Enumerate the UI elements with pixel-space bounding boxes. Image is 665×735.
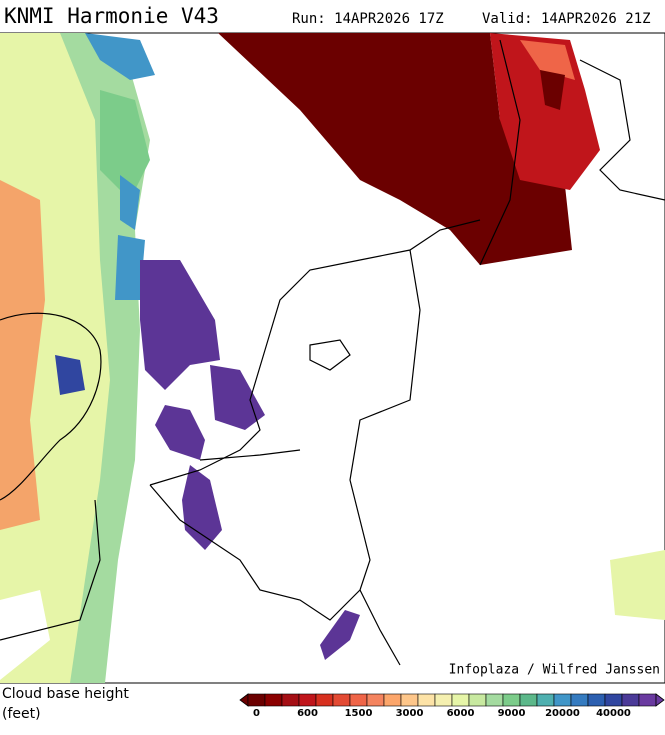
colorbar-label: 600 [297, 708, 318, 719]
cloud-area [610, 550, 665, 620]
legend-title: Cloud base height [2, 686, 129, 702]
colorbar-label: 9000 [498, 708, 526, 719]
coastline [0, 499, 101, 641]
colorbar-swatch [349, 693, 368, 707]
colorbar-swatch [536, 693, 555, 707]
colorbar-label: 0 [253, 708, 260, 719]
colorbar-swatch [638, 693, 657, 707]
colorbar-swatch [451, 693, 470, 707]
colorbar-swatch [468, 693, 487, 707]
title: KNMI Harmonie V43 [4, 4, 219, 28]
valid-time: Valid: 14APR2026 21Z [482, 11, 651, 27]
colorbar-label: 20000 [545, 708, 580, 719]
colorbar-swatch [383, 693, 402, 707]
colorbar-swatch [570, 693, 589, 707]
cloud-area [210, 365, 265, 430]
colorbar-swatch [400, 693, 419, 707]
coastline [149, 219, 481, 486]
colorbar-swatch [247, 693, 266, 707]
cloud-area [85, 33, 155, 80]
cloud-area [520, 40, 575, 80]
coastline [579, 59, 665, 201]
cloud-area [100, 90, 150, 200]
border [349, 249, 421, 591]
coastline [0, 312, 102, 501]
colorbar-swatch [332, 693, 351, 707]
colorbar-swatch [417, 693, 436, 707]
cloud-area [0, 180, 45, 530]
colorbar-swatch [298, 693, 317, 707]
cloud-area [55, 355, 85, 395]
colorbar-label: 6000 [447, 708, 475, 719]
cloud-area [320, 610, 360, 660]
colorbar-label: 3000 [396, 708, 424, 719]
colorbar-label: 1500 [345, 708, 373, 719]
coastline [199, 449, 301, 461]
colorbar-swatch [621, 693, 640, 707]
colorbar-swatch [315, 693, 334, 707]
legend-unit: (feet) [2, 706, 41, 722]
cloud-area [120, 175, 140, 230]
cloud-area [182, 465, 222, 550]
colorbar-swatch [502, 693, 521, 707]
credit: Infoplaza / Wilfred Janssen [449, 663, 660, 678]
colorbar-swatch [604, 693, 623, 707]
border [149, 484, 401, 666]
cloud-area [115, 235, 145, 300]
cloud-area [540, 70, 565, 110]
colorbar-swatch [553, 693, 572, 707]
colorbar-swatch [366, 693, 385, 707]
colorbar-label: 40000 [596, 708, 631, 719]
map: Infoplaza / Wilfred Janssen [0, 32, 665, 684]
colorbar-swatch [485, 693, 504, 707]
cloud-area [140, 260, 220, 390]
lake [309, 339, 351, 371]
run-time: Run: 14APR2026 17Z [292, 11, 444, 27]
colorbar-swatch [281, 693, 300, 707]
cloud-area [218, 33, 572, 265]
colorbar-swatch [434, 693, 453, 707]
cloud-area [0, 590, 50, 680]
colorbar-arrow [239, 693, 249, 707]
colorbar-arrow [655, 693, 665, 707]
cloud-area [155, 405, 205, 460]
colorbar-swatch [587, 693, 606, 707]
coastline [479, 39, 521, 266]
colorbar-swatch [519, 693, 538, 707]
colorbar: 0 600 1500 3000 6000 9000 20000 40000 [239, 693, 665, 719]
colorbar-swatch [264, 693, 283, 707]
